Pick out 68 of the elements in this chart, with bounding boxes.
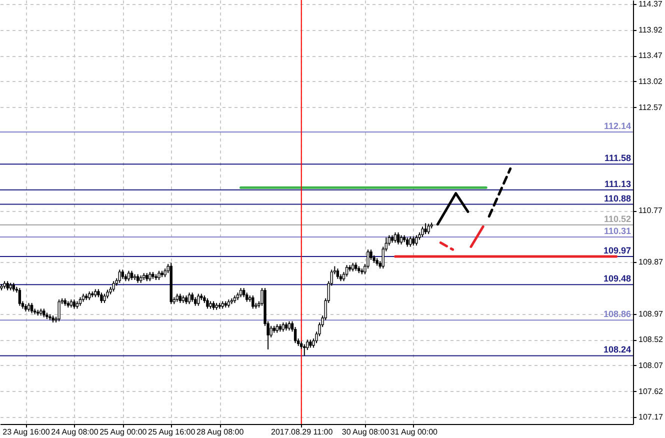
ref-line-label: 110.31 (604, 226, 631, 236)
y-tick-label: 108.97 (638, 309, 664, 318)
candlestick (396, 232, 400, 245)
x-tick-label: 24 Aug 08:00 (51, 428, 99, 436)
y-tick-label: 108.52 (638, 335, 664, 344)
candlestick (412, 236, 415, 246)
candlestick (148, 271, 152, 282)
x-tick-label: 25 Aug 00:00 (100, 428, 148, 436)
candlestick (178, 293, 182, 304)
candlestick (118, 269, 121, 284)
candlestick (421, 226, 424, 238)
y-tick-label: 114.37 (638, 0, 663, 9)
x-tick-label: 31 Aug 00:00 (390, 428, 438, 436)
x-tick-label: 23 Aug 16:00 (2, 428, 50, 436)
candlestick (427, 223, 430, 235)
candlestick (130, 270, 134, 280)
ref-line-label: 109.97 (603, 245, 631, 256)
candlestick (206, 298, 209, 310)
x-tick-label: 28 Aug 08:00 (196, 428, 244, 436)
candlestick (158, 270, 160, 280)
candlestick (18, 288, 22, 306)
ref-line-label: 109.48 (603, 274, 631, 284)
candlestick (190, 292, 194, 302)
ref-line-label: 108.24 (603, 344, 631, 355)
y-tick-label: 112.57 (638, 102, 663, 112)
candlestick (406, 237, 409, 248)
candlestick (394, 232, 397, 244)
candlestick (345, 264, 348, 278)
candlestick (409, 236, 412, 248)
y-tick-label: 113.47 (638, 51, 663, 60)
candlestick (336, 268, 340, 280)
candlestick (252, 294, 254, 310)
y-tick-label: 107.17 (638, 412, 664, 422)
candlestick (288, 320, 291, 331)
ref-line-label: 112.14 (604, 120, 631, 131)
candlestick (121, 269, 124, 280)
candlestick (282, 322, 285, 332)
x-tick-label: 30 Aug 08:00 (342, 428, 390, 436)
candlestick (197, 293, 200, 306)
ref-line-label: 111.58 (604, 153, 631, 164)
candlestick (242, 288, 246, 298)
candlestick (245, 292, 248, 302)
candlestick (415, 234, 418, 246)
ref-line-label: 111.13 (604, 178, 631, 189)
candlestick (103, 293, 106, 304)
ref-line-label: 110.88 (604, 193, 631, 204)
y-tick-label: 108.07 (638, 360, 664, 370)
candlestick (188, 292, 191, 305)
candlestick (270, 325, 272, 338)
y-tick-label: 107.62 (638, 386, 664, 396)
candlestick (303, 344, 306, 356)
y-tick-label: 113.02 (638, 76, 663, 86)
candlestick (30, 302, 34, 314)
y-tick-label: 110.77 (638, 206, 663, 216)
candlestick (239, 288, 242, 298)
candlestick (400, 234, 403, 245)
candlestick (58, 298, 60, 322)
candlestick (100, 292, 103, 304)
y-tick-label: 113.92 (638, 25, 663, 34)
candlestick (72, 298, 76, 310)
ref-line-label: 108.86 (603, 309, 631, 320)
candlestick (424, 222, 427, 235)
candlestick (6, 280, 9, 291)
x-tick-label: 25 Aug 16:00 (148, 428, 196, 436)
y-tick-label: 109.87 (638, 258, 664, 267)
ref-line-label: 110.52 (604, 214, 631, 224)
x-tick-label: 2017.08.29 11:00 (271, 428, 334, 436)
candlestick (112, 280, 115, 292)
